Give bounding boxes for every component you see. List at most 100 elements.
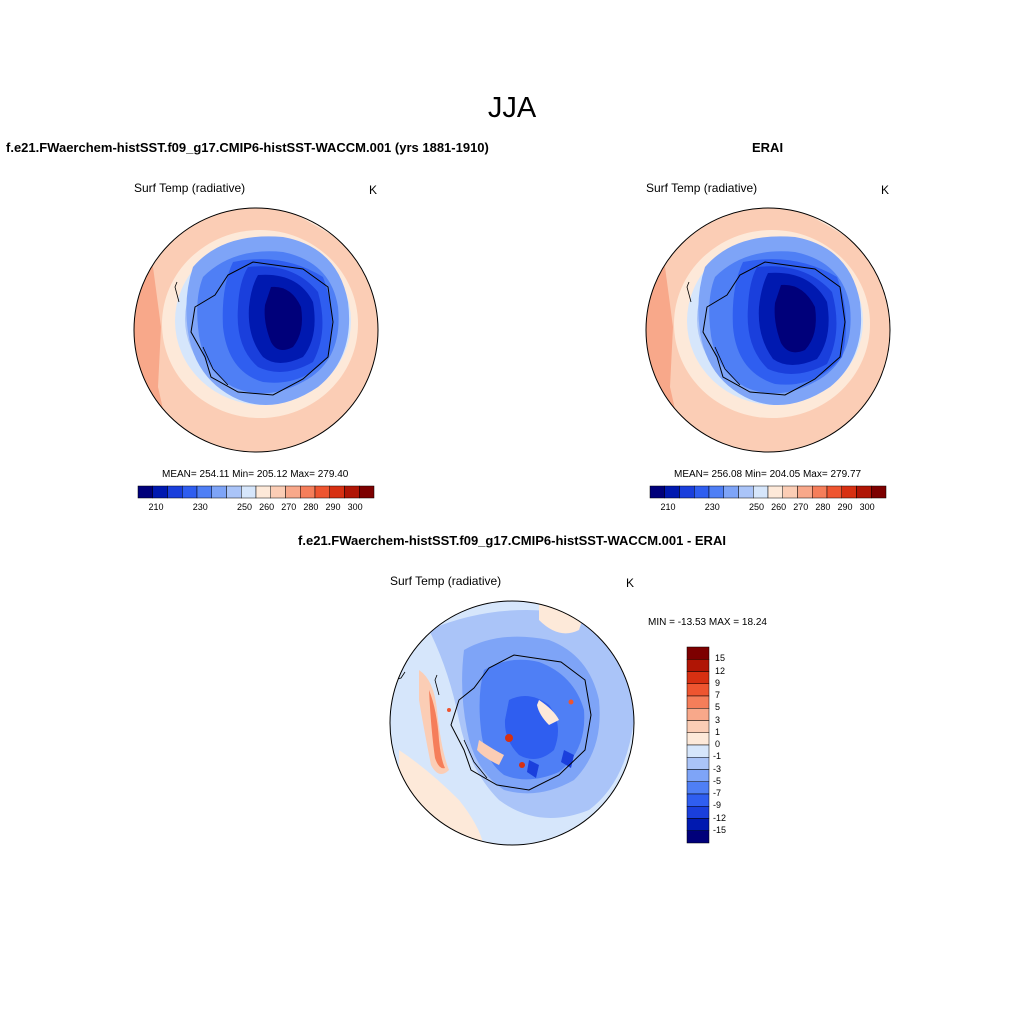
diff-colorbar-box <box>686 683 710 697</box>
diff-colorbar-label: -1 <box>713 751 722 762</box>
obs-colorbar-box <box>856 485 872 499</box>
model-colorbar-box <box>241 485 257 499</box>
obs-colorbar-tick: 290 <box>837 502 853 512</box>
diff-stats: MIN = -13.53 MAX = 18.24 <box>648 617 767 628</box>
obs-colorbar-box <box>841 485 857 499</box>
model-colorbar-box <box>137 485 153 499</box>
diff-colorbar-label: 1 <box>715 726 721 737</box>
model-colorbar-box <box>285 485 301 499</box>
model-stats: MEAN= 254.11 Min= 205.12 Max= 279.40 <box>162 469 349 480</box>
diff-colorbar-label: -7 <box>713 788 722 798</box>
diff-colorbar-label: 15 <box>715 653 726 664</box>
obs-colorbar-box <box>871 485 887 499</box>
model-colorbar-box <box>300 485 316 499</box>
model-colorbar-box <box>359 485 375 499</box>
obs-units-label: K <box>881 183 890 197</box>
diff-colorbar-box <box>686 757 710 770</box>
diff-colorbar-label: -9 <box>713 800 722 811</box>
obs-colorbar-box <box>797 485 813 499</box>
model-colorbar-tick: 210 <box>148 502 164 512</box>
obs-colorbar-tick: 250 <box>748 502 764 512</box>
model-colorbar-box <box>270 485 286 499</box>
model-colorbar-box <box>314 485 330 499</box>
diff-units-label: K <box>626 576 635 590</box>
diff-colorbar-box <box>686 769 710 782</box>
diff-colorbar-box <box>686 806 710 819</box>
diff-colorbar-label: 9 <box>715 677 721 688</box>
diff-colorbar-box <box>686 708 710 721</box>
obs-colorbar-tick: 230 <box>704 502 720 512</box>
obs-colorbar-box <box>738 485 754 499</box>
model-variable-label: Surf Temp (radiative) <box>134 181 246 195</box>
model-colorbar-box <box>226 485 242 499</box>
diff-colorbar-label: -12 <box>713 812 727 823</box>
obs-stats: MEAN= 256.08 Min= 204.05 Max= 279.77 <box>674 469 862 480</box>
diff-colorbar-box <box>686 695 710 709</box>
diff-colorbar-label: -3 <box>713 763 722 774</box>
diff-colorbar-label: 5 <box>715 702 721 713</box>
obs-panel-title: ERAI <box>752 140 784 155</box>
diff-colorbar-label: 7 <box>715 690 721 700</box>
model-colorbar-box <box>196 485 212 499</box>
diff-colorbar-label: 3 <box>715 714 721 725</box>
obs-colorbar-tick: 300 <box>859 502 875 512</box>
diff-colorbar-box <box>686 671 710 684</box>
obs-variable-label: Surf Temp (radiative) <box>646 181 758 195</box>
diff-colorbar-box <box>686 830 710 844</box>
model-colorbar-box <box>211 485 227 499</box>
diff-polar-map <box>389 600 635 846</box>
obs-colorbar-tick: 260 <box>771 502 787 512</box>
model-colorbar-tick: 230 <box>192 502 208 512</box>
model-colorbar-box <box>167 485 183 499</box>
obs-colorbar-box <box>723 485 739 499</box>
model-colorbar-tick: 300 <box>347 502 363 512</box>
diff-colorbar <box>686 646 710 844</box>
obs-colorbar-ticks: 210 230 250 260 270 280 290 300 <box>650 502 886 514</box>
obs-colorbar-box <box>812 485 828 499</box>
obs-colorbar-tick: 210 <box>660 502 676 512</box>
obs-colorbar-box <box>767 485 783 499</box>
diff-colorbar-box <box>686 793 710 807</box>
obs-colorbar-tick: 270 <box>793 502 809 512</box>
obs-colorbar <box>649 485 887 499</box>
model-colorbar-tick: 260 <box>259 502 275 512</box>
model-colorbar-box <box>255 485 271 499</box>
obs-colorbar-box <box>708 485 724 499</box>
obs-colorbar-box <box>664 485 680 499</box>
obs-colorbar-box <box>694 485 710 499</box>
diff-colorbar-box <box>686 781 710 795</box>
diff-colorbar-box <box>686 818 710 831</box>
diff-variable-label: Surf Temp (radiative) <box>390 574 502 588</box>
obs-colorbar-box <box>649 485 665 499</box>
model-polar-map <box>133 207 379 453</box>
model-colorbar-tick: 280 <box>303 502 319 512</box>
model-colorbar-box <box>152 485 168 499</box>
obs-colorbar-box <box>753 485 769 499</box>
diff-colorbar-label: 12 <box>715 665 726 676</box>
obs-colorbar-box <box>679 485 695 499</box>
model-units-label: K <box>369 183 378 197</box>
model-colorbar-tick: 250 <box>236 502 252 512</box>
obs-colorbar-box <box>826 485 842 499</box>
diff-colorbar-box <box>686 732 710 746</box>
diff-colorbar-label: -5 <box>713 775 722 786</box>
model-colorbar-tick: 270 <box>281 502 297 512</box>
model-colorbar-box <box>344 485 360 499</box>
model-colorbar-box <box>329 485 345 499</box>
model-colorbar-box <box>182 485 198 499</box>
model-colorbar <box>137 485 375 499</box>
model-colorbar-tick: 290 <box>325 502 341 512</box>
obs-colorbar-box <box>782 485 798 499</box>
diff-colorbar-label: -15 <box>713 824 727 835</box>
diff-colorbar-label: 0 <box>715 739 721 749</box>
obs-colorbar-tick: 280 <box>815 502 831 512</box>
model-panel-title: f.e21.FWaerchem-histSST.f09_g17.CMIP6-hi… <box>6 140 489 155</box>
figure-title: JJA <box>487 92 537 124</box>
diff-colorbar-box <box>686 720 710 733</box>
model-colorbar-ticks: 210 230 250 260 270 280 290 300 <box>138 502 374 514</box>
diff-colorbar-labels: 15 12 9 7 5 3 1 0 -1 -3 -5 -7 -9 -12 -15 <box>713 647 753 843</box>
diff-colorbar-box <box>686 646 710 660</box>
obs-polar-map <box>645 207 891 453</box>
diff-panel-title: f.e21.FWaerchem-histSST.f09_g17.CMIP6-hi… <box>298 533 726 548</box>
diff-colorbar-box <box>686 744 710 758</box>
